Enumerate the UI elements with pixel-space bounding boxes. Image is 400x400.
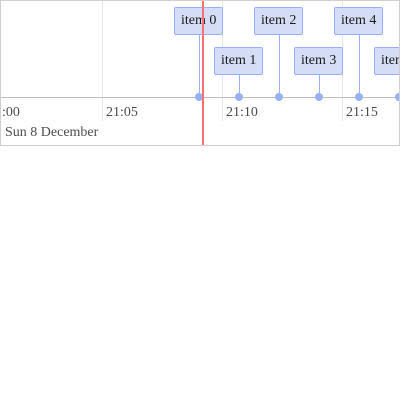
item-dot[interactable] [235, 93, 243, 101]
tick-label: 21:05 [106, 105, 138, 120]
tick-label: :00 [2, 105, 20, 120]
timeline-item-1[interactable]: item 1 [214, 47, 264, 75]
timeline-item-4[interactable]: item 4 [334, 7, 384, 35]
item-dot[interactable] [395, 93, 399, 101]
item-connector-line [199, 35, 200, 97]
timeline-item-2[interactable]: item 2 [254, 7, 304, 35]
timeline[interactable]: :00 21:05 21:10 21:15 Sun 8 December ite… [0, 0, 400, 146]
current-time-marker [202, 1, 204, 145]
grid-line [102, 1, 103, 121]
timeline-item-3[interactable]: item 3 [294, 47, 344, 75]
item-connector-line [319, 75, 320, 97]
item-dot[interactable] [195, 93, 203, 101]
timeline-item-5[interactable]: item 5 [374, 47, 399, 75]
item-connector-line [359, 35, 360, 97]
item-connector-line [279, 35, 280, 97]
tick-label: 21:10 [226, 105, 258, 120]
item-dot[interactable] [355, 93, 363, 101]
timeline-item-0[interactable]: item 0 [174, 7, 224, 35]
tick-label: 21:15 [346, 105, 378, 120]
item-dot[interactable] [275, 93, 283, 101]
item-dot[interactable] [315, 93, 323, 101]
date-label: Sun 8 December [5, 125, 99, 140]
item-connector-line [239, 75, 240, 97]
